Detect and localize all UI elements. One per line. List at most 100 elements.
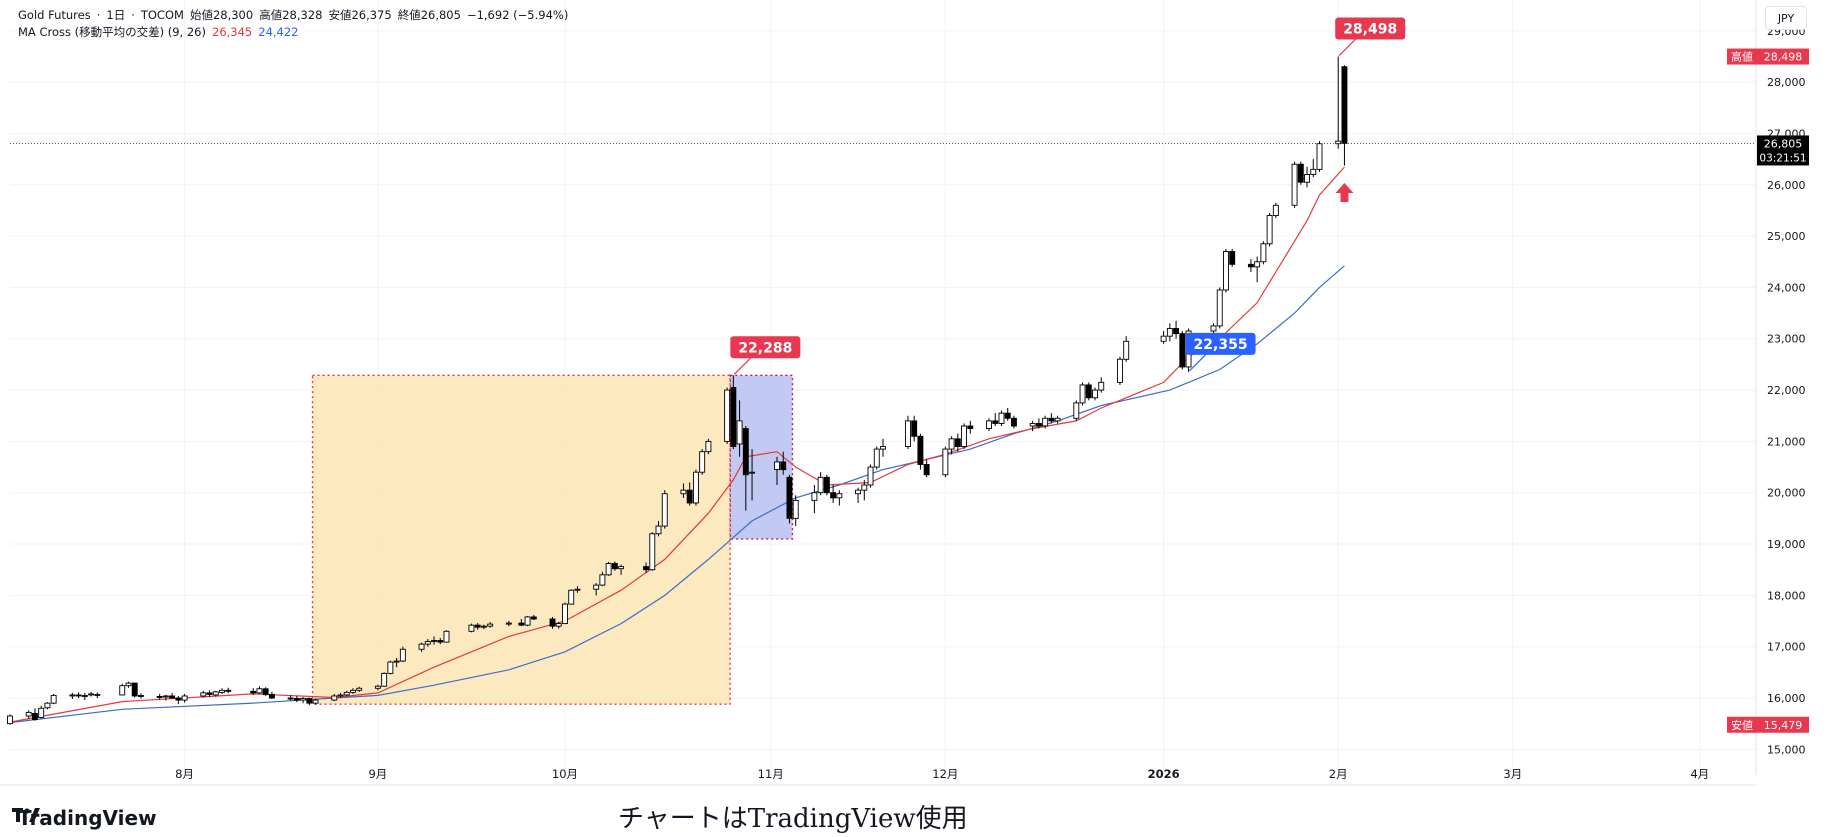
candle-body (736, 420, 743, 445)
candle-body (1216, 289, 1223, 327)
indicator-name[interactable]: MA Cross (移動平均の交差) (9, 26) (18, 25, 206, 39)
candle-body (424, 641, 431, 645)
candle (861, 479, 868, 501)
candle-body (81, 694, 88, 697)
tradingview-logo[interactable]: TradingView (12, 806, 157, 830)
candle-body (312, 699, 319, 704)
candle (686, 482, 693, 506)
candle-body (1229, 251, 1236, 265)
price-tick-label: 15,000 (1767, 743, 1806, 756)
candle-body (568, 589, 575, 605)
candle (742, 425, 749, 511)
candle (1179, 331, 1186, 370)
candle (1173, 320, 1180, 339)
price-tick-label: 26,000 (1767, 179, 1806, 192)
symbol-name[interactable]: Gold Futures (18, 8, 91, 22)
candle (705, 438, 712, 455)
candle-body (873, 448, 880, 468)
candle (873, 446, 880, 470)
candle-body (555, 623, 562, 627)
candle-body (219, 689, 225, 693)
candle (474, 623, 481, 630)
high-label: 高値 (259, 8, 283, 22)
ma-slow-value: 24,422 (258, 25, 299, 39)
candle-body (125, 682, 132, 687)
candle-body (530, 616, 537, 620)
price-tag-name-bg (1727, 716, 1757, 733)
candle (1254, 256, 1261, 283)
candle (998, 410, 1005, 426)
indicator-legend[interactable]: MA Cross (移動平均の交差) (9, 26) 26,345 24,422 (18, 24, 305, 40)
price-tag-value: 28,498 (1764, 51, 1803, 64)
candle (293, 695, 300, 703)
time-tick-label: 12月 (932, 767, 958, 781)
candle-body (880, 446, 886, 450)
time-tick-label: 3月 (1503, 767, 1522, 781)
candle (1291, 161, 1298, 208)
candle (480, 624, 487, 630)
candle (200, 690, 207, 698)
time-tick-label: 8月 (175, 767, 194, 781)
candle-body (967, 425, 974, 430)
candle-body (94, 693, 101, 696)
time-tick-label: 10月 (552, 767, 578, 781)
candle (917, 433, 924, 470)
candle-body (137, 694, 144, 697)
interval-label[interactable]: 1日 (106, 8, 126, 22)
candle (661, 490, 668, 529)
symbol-header: Gold Futures · 1日 · TOCOM 始値28,300 高値28,328 安値2… (18, 7, 574, 23)
candle-body (169, 695, 176, 699)
candle (1216, 287, 1223, 329)
candle-body (162, 695, 169, 698)
candle (268, 691, 275, 700)
candle (549, 616, 556, 629)
last-price-value: 26,805 (1764, 137, 1803, 150)
candle (699, 449, 706, 475)
candle-body (911, 420, 918, 437)
price-tag-name-bg (1727, 48, 1757, 65)
candle (867, 464, 874, 488)
candle-body (998, 412, 1005, 424)
candle (337, 692, 344, 699)
candle-body (611, 563, 618, 570)
candle (1079, 382, 1086, 406)
price-tick-label: 24,000 (1767, 281, 1806, 294)
annotation-label: 22,355 (1194, 337, 1248, 353)
candle-body (1079, 384, 1086, 404)
candle-body (374, 685, 381, 689)
candle-body (792, 499, 799, 519)
price-tick-label: 17,000 (1767, 641, 1806, 654)
candle-body (518, 622, 525, 626)
candle (574, 586, 581, 593)
candle-body (1054, 417, 1061, 422)
candle-body (1266, 215, 1273, 245)
candle-body (724, 389, 731, 442)
candle-body (331, 695, 338, 701)
candle (530, 614, 537, 620)
candle (1073, 400, 1080, 421)
candle (1304, 166, 1310, 188)
candle-body (356, 687, 363, 691)
high-value: 28,328 (282, 8, 323, 22)
currency-button[interactable]: JPY (1765, 6, 1807, 30)
close-value: 26,805 (420, 8, 461, 22)
candle-body (1223, 251, 1229, 291)
candle-body (1316, 143, 1323, 170)
candle-body (942, 448, 949, 476)
candle-body (692, 471, 699, 504)
price-tag-value: 15,479 (1764, 719, 1803, 732)
up-arrow-icon (1335, 183, 1354, 203)
candle (992, 413, 999, 426)
candle (343, 690, 350, 697)
candle-body (730, 387, 737, 447)
candle (287, 695, 294, 701)
candle (724, 387, 731, 444)
candle-body (487, 623, 494, 627)
price-tick-label: 23,000 (1767, 333, 1806, 346)
candle-body (268, 693, 275, 699)
candle (387, 660, 394, 675)
candle (206, 690, 213, 697)
candle (331, 693, 338, 702)
